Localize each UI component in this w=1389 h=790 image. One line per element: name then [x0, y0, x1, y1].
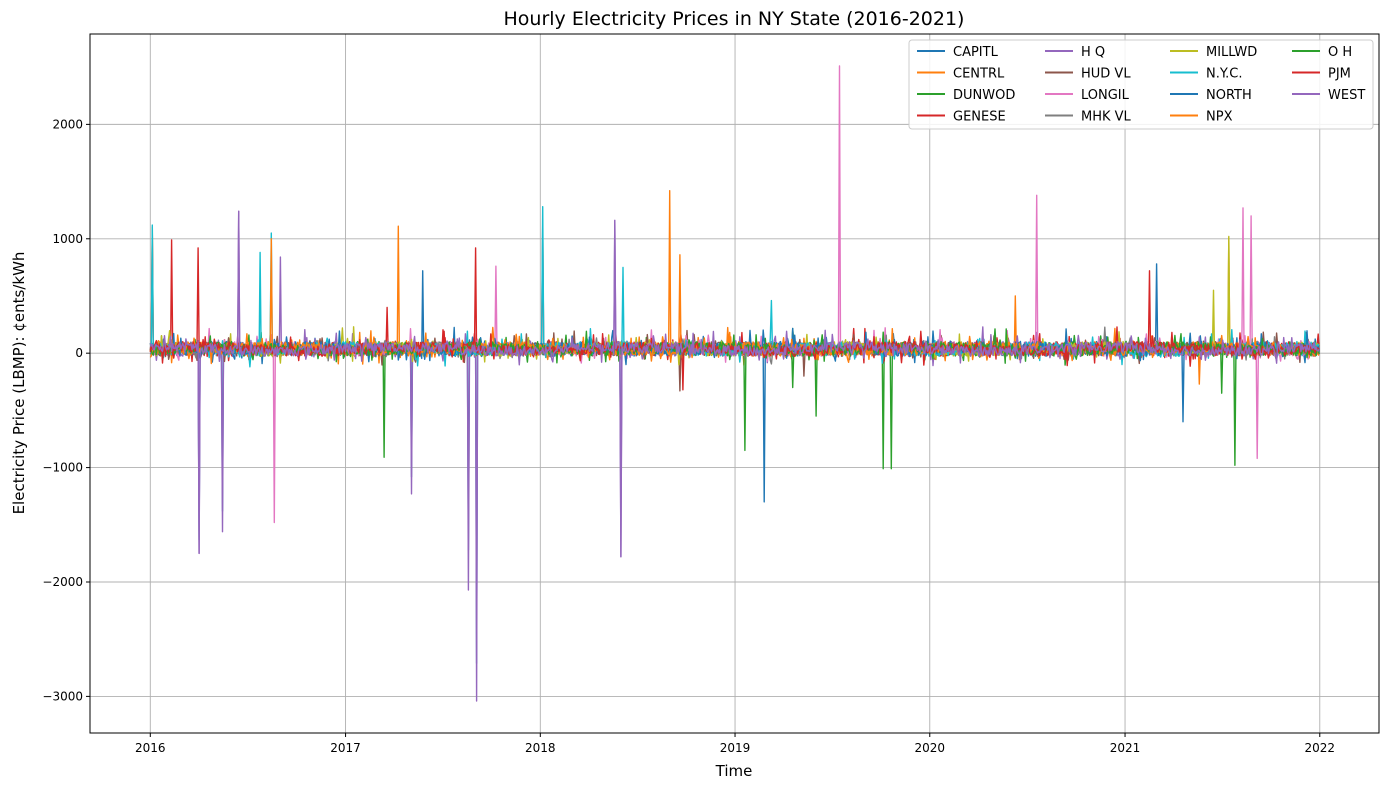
legend-label: CENTRL — [953, 67, 1005, 82]
legend-label: DUNWOD — [953, 88, 1015, 103]
data-layer — [149, 65, 1320, 702]
y-tick-label: −2000 — [42, 575, 83, 589]
legend-label: MHK VL — [1081, 110, 1132, 125]
x-tick-label: 2019 — [720, 741, 751, 755]
y-axis-label: Electricity Price (LBMP): ¢ents/kWh — [10, 252, 28, 515]
legend: CAPITL CENTRL DUNWOD GENESE H Q HUD VL LONGIL M… — [908, 39, 1374, 130]
legend-label: LONGIL — [1081, 88, 1130, 103]
legend-label: MILLWD — [1206, 45, 1257, 60]
y-tick-label: 2000 — [52, 117, 83, 131]
legend-label: WEST — [1328, 88, 1365, 103]
x-tick-label: 2017 — [330, 741, 361, 755]
legend-label: H Q — [1081, 45, 1105, 60]
x-tick-label: 2021 — [1110, 741, 1141, 755]
legend-label: NPX — [1206, 110, 1233, 125]
y-axis: 2000 1000 0 −1000 −2000 −3000 — [42, 117, 90, 703]
x-tick-label: 2020 — [914, 741, 945, 755]
y-tick-label: −3000 — [42, 689, 83, 703]
legend-box — [908, 39, 1374, 130]
y-tick-label: −1000 — [42, 461, 83, 475]
plot-frame — [89, 33, 1380, 734]
chart-title: Hourly Electricity Prices in NY State (2… — [504, 8, 965, 30]
x-axis: 2016 2017 2018 2019 2020 2021 2022 — [135, 733, 1335, 755]
legend-label: O H — [1328, 45, 1352, 60]
x-axis-label: Time — [715, 762, 753, 780]
series-line-west — [149, 210, 1320, 558]
legend-label: NORTH — [1206, 88, 1252, 103]
x-tick-label: 2016 — [135, 741, 166, 755]
y-tick-label: 1000 — [52, 232, 83, 246]
series-layer — [149, 65, 1320, 702]
legend-label: HUD VL — [1081, 67, 1131, 82]
x-tick-label: 2018 — [525, 741, 556, 755]
x-tick-label: 2022 — [1305, 741, 1336, 755]
y-tick-label: 0 — [75, 346, 83, 360]
legend-label: N.Y.C. — [1206, 67, 1243, 82]
legend-label: GENESE — [953, 110, 1006, 125]
legend-label: PJM — [1328, 67, 1351, 82]
legend-label: CAPITL — [953, 45, 999, 60]
plot-area — [90, 34, 1379, 733]
